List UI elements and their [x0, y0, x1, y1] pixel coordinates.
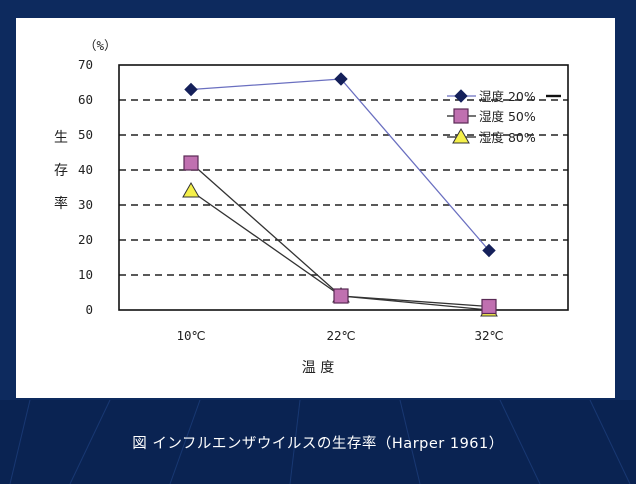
series-line [190, 78, 490, 251]
data-point [334, 72, 348, 86]
x-tick-label: 10℃ [176, 328, 205, 343]
grid-lines [119, 99, 568, 276]
data-point [482, 243, 496, 258]
x-axis-label: 温 度 [302, 360, 334, 376]
legend-marker [453, 108, 469, 124]
x-tick-label: 22℃ [326, 328, 355, 343]
x-tick-label: 32℃ [474, 328, 503, 343]
legend-label: 湿度 20% [479, 89, 536, 104]
data-point [481, 298, 497, 315]
y-tick-label: 40 [78, 162, 93, 177]
data-point [183, 155, 199, 171]
y-tick-label: 10 [78, 267, 93, 282]
data-point [184, 82, 198, 97]
y-tick-label: 50 [78, 127, 93, 142]
series-layer [182, 72, 498, 317]
y-axis-label: 生存率 [54, 130, 68, 212]
y-unit-label: （%） [84, 38, 117, 53]
legend-label: 湿度 80% [479, 130, 536, 145]
legend-marker [454, 89, 468, 103]
y-tick-label: 60 [78, 92, 93, 107]
y-tick-label: 30 [78, 197, 93, 212]
legend-label: 湿度 50% [479, 109, 536, 124]
y-tick-label: 20 [78, 232, 93, 247]
y-tick-label: 0 [85, 302, 93, 317]
plot-frame [118, 64, 569, 311]
series-line [190, 162, 490, 308]
data-point [182, 181, 200, 198]
legend-marker [452, 127, 470, 144]
y-tick-labels: 0 10 20 30 40 50 60 70 [78, 57, 93, 317]
data-point [333, 288, 349, 304]
x-tick-labels: 10℃ 22℃ 32℃ [176, 328, 503, 343]
y-tick-label: 70 [78, 57, 93, 72]
legend: 湿度 20% 湿度 50% 湿度 80% [447, 89, 561, 145]
figure-caption: 図 インフルエンザウイルスの生存率（Harper 1961） [132, 436, 504, 452]
chart: 0 10 20 30 40 50 60 70 10℃ 22℃ 32℃ （%） 生存率 温 度 湿度… [54, 38, 569, 376]
chart-panel: 0 10 20 30 40 50 60 70 10℃ 22℃ 32℃ （%） 生存率 温 度 湿度… [16, 18, 615, 398]
